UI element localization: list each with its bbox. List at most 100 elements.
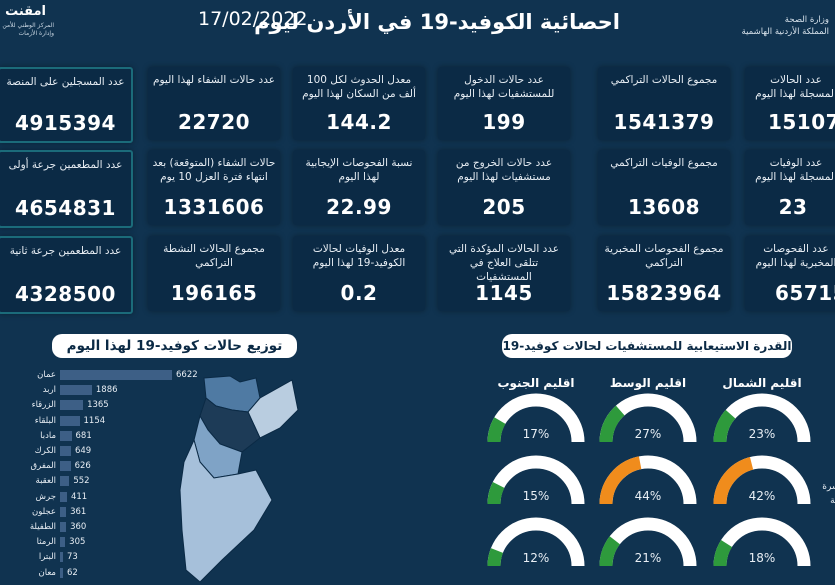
capacity-gauge: 21% [598,516,698,576]
gauge-arc [599,393,697,443]
distribution-value: 62 [67,567,78,578]
stat-value: 22.99 [326,195,392,219]
gauge-track [487,517,585,567]
gauge-percent: 44% [634,489,662,503]
distribution-row: الطفيلة 360 [0,520,210,534]
gauge-arc [599,517,697,567]
capacity-gauge: 12% [486,516,586,576]
gauge-percent: 42% [748,489,776,503]
distribution-row: العقبة 552 [0,474,210,488]
governorate-label: جرش [35,491,56,502]
region-header: اقليم الشمال [712,376,812,394]
stat-card-total-deaths: مجموع الوفيات التراكمي 13608 [598,150,730,225]
stat-label: مجموع الوفيات التراكمي [610,157,718,169]
distribution-row: عمان 6622 [0,368,210,382]
distribution-bar [60,506,67,517]
capacity-gauge: 44% [598,454,698,514]
gauge-percent: 21% [634,551,662,565]
governorate-label: البترا [38,552,56,563]
governorate-label: الرمثا [36,537,56,548]
stat-card-total-cases: مجموع الحالات التراكمي 1541379 [598,67,730,140]
gauge-fill [487,481,505,505]
governorate-label: عمان [37,370,56,380]
distribution-row: اربد 1886 [0,383,210,397]
gauge-percent: 27% [634,427,662,441]
distribution-bar [60,552,63,563]
region-header: اقليم الوسط [598,376,698,394]
stat-card-hospital-admissions: عدد حالات الدخول للمستشفيات لهذا اليوم 1… [438,67,570,140]
stat-card-second-dose: عدد المطعمين جرعة ثانية 4328500 [0,236,133,314]
row-label: أسرة قية [822,482,835,506]
governorate-label: عجلون [31,506,56,517]
gauge-arc [487,455,585,505]
distribution-row: البترا 73 [0,550,210,564]
distribution-bar [60,491,67,502]
distribution-bar [60,415,80,426]
stat-value: 15823964 [606,281,722,305]
stat-value: 1541379 [613,110,715,134]
stat-value: 13608 [627,195,701,219]
ncsc-logo: امقنت المركز الوطني للأمن وإدارة الأزمات [2,4,124,48]
stat-value: 22720 [177,110,251,134]
capacity-title: القدرة الاستيعابية للمستشفيات لحالات كوف… [502,334,792,358]
stat-label: حالات الشفاء (المتوقعة) بعد انتهاء فترة … [152,157,276,183]
stat-card-expected-recoveries: حالات الشفاء (المتوقعة) بعد انتهاء فترة … [148,150,280,225]
gauge-fill [599,405,625,443]
stat-value: 4328500 [15,282,116,306]
distribution-bar [60,522,67,532]
stat-value: 144.2 [326,110,392,134]
capacity-gauge: 42% [712,454,812,514]
stat-label: عدد حالات الشفاء لهذا اليوم [153,74,275,86]
distribution-bar [60,461,71,472]
distribution-row: مادبا 681 [0,429,210,443]
stat-card-hospital-discharges: عدد حالات الخروج من مستشفيات لهذا اليوم … [438,150,570,225]
stat-label: عدد الوفيات المسجلة لهذا اليوم [755,157,835,183]
stat-card-positivity-rate: نسبة الفحوصات الإيجابية لهذا اليوم 22.99 [293,150,425,225]
stat-value: 65715 [775,281,835,305]
distribution-value: 552 [73,476,90,487]
page-title: احصائية الكوفيد-19 في الأردن ليوم [254,10,620,34]
distribution-bar [60,476,70,487]
distribution-title: توزيع حالات كوفيد-19 لهذا اليوم [52,334,297,358]
stat-label: معدل الوفيات لحالات الكوفيد-19 لهذا اليو… [312,243,406,269]
distribution-value: 361 [70,506,87,517]
governorate-label: البلقاء [34,415,56,426]
gauge-fill [487,548,504,567]
gauge-percent: 17% [522,427,550,441]
region-label: اقليم الشمال [722,376,802,390]
stat-label: عدد المسجلين على المنصة [6,76,125,88]
distribution-bar [60,400,84,411]
gauge-arc [713,455,811,505]
distribution-bar [60,430,72,441]
gauge-fill [487,417,506,443]
stat-label: مجموع الفحوصات المخبرية التراكمي [604,243,724,269]
distribution-value: 360 [70,522,87,532]
gauge-arc [713,393,811,443]
capacity-gauge: 27% [598,392,698,452]
logo-subtext: المركز الوطني للأمن وإدارة الأزمات [2,22,54,37]
distribution-row: الرمثا 305 [0,535,210,549]
gauge-arc [599,455,697,505]
stat-value: 1145 [475,281,533,305]
stat-card-daily-cases: عدد الحالات المسجلة لهذا اليوم 15107 [745,67,835,140]
stat-card-hospitalized: عدد الحالات المؤكدة التي تتلقى العلاج في… [438,236,570,311]
gauge-fill [713,409,736,443]
distribution-row: الكرك 649 [0,444,210,458]
row-label: ل [822,416,835,426]
distribution-row: البلقاء 1154 [0,414,210,428]
stat-label: عدد الحالات المؤكدة التي تتلقى العلاج في… [448,243,560,283]
governorate-label: اربد [42,385,56,396]
governorate-label: العقبة [35,476,56,487]
gauge-fill [713,457,754,505]
distribution-row: المفرق 626 [0,459,210,473]
distribution-value: 411 [70,491,88,502]
stat-card-daily-deaths: عدد الوفيات المسجلة لهذا اليوم 23 [745,150,835,225]
distribution-row: معان 62 [0,566,210,580]
stat-value: 205 [482,195,526,219]
stat-label: عدد حالات الدخول للمستشفيات لهذا اليوم [453,74,555,100]
gauge-arc [487,517,585,567]
stat-label: عدد الحالات المسجلة لهذا اليوم [755,74,835,100]
distribution-value: 649 [74,446,92,456]
stat-card-daily-recoveries: عدد حالات الشفاء لهذا اليوم 22720 [148,67,280,140]
distribution-row: الزرقاء 1365 [0,398,210,412]
